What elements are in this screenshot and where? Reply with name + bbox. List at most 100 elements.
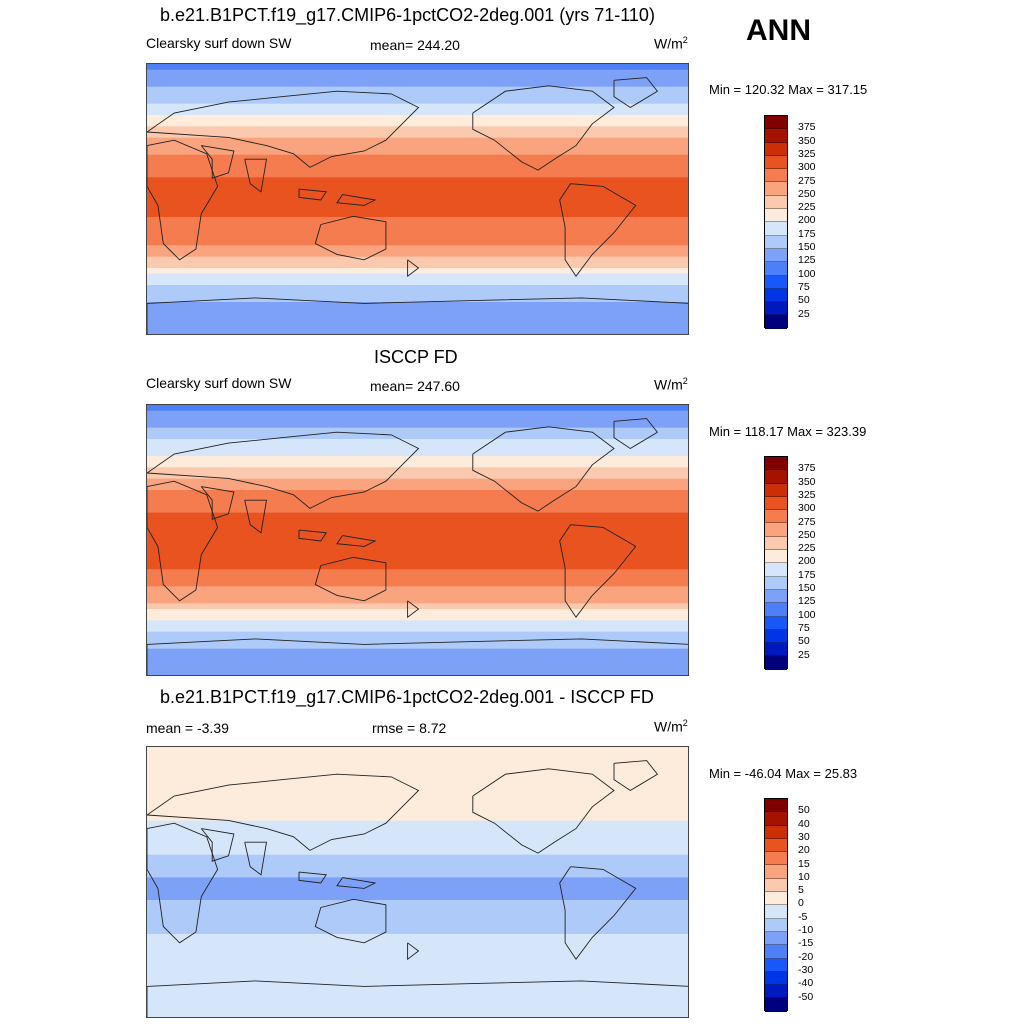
- colorbar-tick-label: 50: [798, 294, 810, 307]
- zonal-band: [147, 251, 688, 258]
- colorbar-box: [765, 918, 787, 932]
- colorbar-tick-label: -30: [798, 963, 814, 976]
- coastline: [336, 535, 377, 547]
- coastline: [298, 188, 327, 201]
- zonal-band: [147, 934, 688, 941]
- colorbar-box: [765, 643, 787, 657]
- colorbar-box: [765, 235, 787, 249]
- panel2-variable-label: Clearsky surf down SW: [146, 375, 292, 391]
- colorbar-box: [765, 931, 787, 946]
- colorbar-tick-label: -20: [798, 950, 814, 963]
- zonal-band: [147, 245, 688, 252]
- zonal-band: [147, 86, 688, 93]
- colorbar-tick-label: 30: [798, 830, 810, 843]
- colorbar-tick-label: 175: [798, 568, 816, 581]
- panel2-map: [146, 404, 689, 676]
- coastline: [200, 486, 235, 520]
- zonal-band: [147, 939, 688, 946]
- coastline: [147, 90, 420, 168]
- colorbar-tick-label: 25: [798, 648, 810, 661]
- colorbar-box: [765, 510, 787, 524]
- zonal-band: [147, 302, 688, 309]
- zonal-band: [147, 285, 688, 292]
- colorbar-tick-label: 20: [798, 844, 810, 857]
- zonal-band: [147, 524, 688, 531]
- zonal-band: [147, 747, 688, 754]
- colorbar-tick-label: 350: [798, 134, 816, 147]
- colorbar-tick-label: 50: [798, 635, 810, 648]
- zonal-band: [147, 160, 688, 167]
- zonal-band: [147, 143, 688, 150]
- zonal-band: [147, 979, 688, 986]
- colorbar-tick-label: 150: [798, 241, 816, 253]
- colorbar-box: [765, 275, 787, 289]
- zonal-band: [147, 637, 688, 644]
- colorbar-tick-label: 150: [798, 582, 816, 594]
- zonal-band: [147, 126, 688, 133]
- zonal-band: [147, 256, 688, 263]
- zonal-band: [147, 64, 688, 71]
- zonal-band: [147, 752, 688, 759]
- zonal-band: [147, 905, 688, 912]
- zonal-band: [147, 592, 688, 599]
- zonal-band: [147, 837, 688, 844]
- zonal-band: [147, 410, 688, 417]
- coastline: [613, 77, 659, 109]
- zonal-band: [147, 211, 688, 218]
- zonal-band: [147, 324, 688, 331]
- coastline: [407, 942, 420, 961]
- panel1-colorbar: [764, 115, 788, 329]
- colorbar-box: [765, 155, 787, 170]
- colorbar-tick-label: -10: [798, 924, 814, 936]
- colorbar-box: [765, 576, 787, 590]
- coastline: [559, 183, 637, 277]
- zonal-band: [147, 529, 688, 536]
- zonal-band: [147, 775, 688, 782]
- zonal-band: [147, 137, 688, 144]
- panel3-mean-label: mean = -3.39: [146, 720, 229, 736]
- zonal-band: [147, 307, 688, 314]
- colorbar-box: [765, 496, 787, 511]
- colorbar-box: [765, 838, 787, 853]
- zonal-band: [147, 843, 688, 850]
- zonal-band: [147, 177, 688, 184]
- colorbar-tick-label: 50: [798, 804, 810, 817]
- zonal-band: [147, 620, 688, 627]
- colorbar-box: [765, 182, 787, 196]
- colorbar-tick-label: -5: [798, 910, 808, 923]
- zonal-band: [147, 290, 688, 297]
- colorbar-box: [765, 536, 787, 551]
- colorbar-box: [765, 315, 787, 329]
- colorbar-tick-label: -50: [798, 990, 814, 1003]
- colorbar-box: [765, 589, 787, 604]
- zonal-band: [147, 586, 688, 593]
- zonal-band: [147, 860, 688, 867]
- zonal-band: [147, 569, 688, 576]
- zonal-band: [147, 478, 688, 485]
- zonal-band: [147, 894, 688, 901]
- colorbar-box: [765, 878, 787, 893]
- zonal-band: [147, 149, 688, 156]
- colorbar-tick-label: -40: [798, 977, 814, 990]
- colorbar-tick-label: 325: [798, 147, 816, 160]
- zonal-band: [147, 809, 688, 816]
- coastline: [244, 499, 268, 534]
- panel1-minmax: Min = 120.32 Max = 317.15: [709, 82, 868, 97]
- coastline: [314, 898, 387, 944]
- coastline: [147, 638, 688, 675]
- zonal-band: [147, 922, 688, 929]
- zonal-band: [147, 279, 688, 286]
- zonal-band: [147, 580, 688, 587]
- colorbar-tick-label: 25: [798, 307, 810, 320]
- colorbar-tick-label: 250: [798, 187, 816, 200]
- panel3-map: [146, 746, 689, 1018]
- colorbar-tick-label: 325: [798, 488, 816, 501]
- zonal-band: [147, 313, 688, 320]
- zonal-band: [147, 951, 688, 958]
- colorbar-box: [765, 998, 787, 1012]
- zonal-band: [147, 171, 688, 178]
- zonal-band: [147, 450, 688, 457]
- panel2-colorbar: [764, 456, 788, 670]
- coastline: [559, 524, 637, 618]
- zonal-band: [147, 962, 688, 969]
